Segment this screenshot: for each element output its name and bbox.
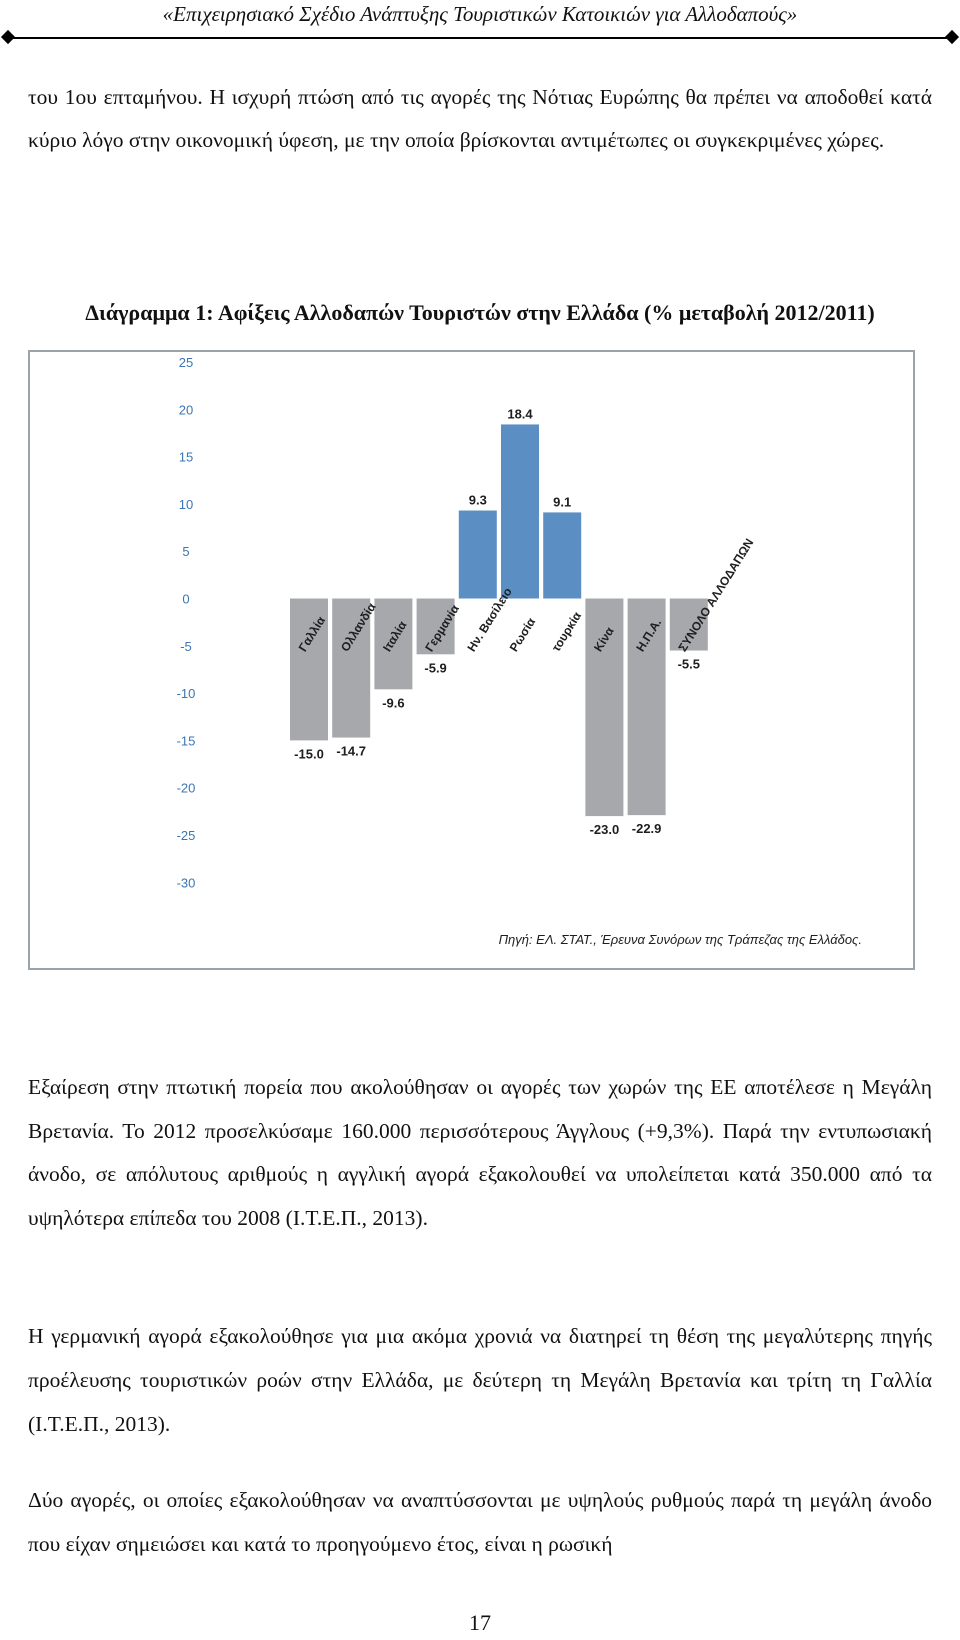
rule-right-diamond bbox=[944, 29, 960, 45]
bar-value-label: 9.1 bbox=[553, 494, 571, 509]
y-tick-label: -5 bbox=[180, 639, 192, 654]
chart-source-note: Πηγή: ΕΛ. ΣΤΑΤ., Έρευνα Συνόρων της Τράπ… bbox=[499, 932, 862, 947]
paragraph-1: του 1ου επταμήνου. Η ισχυρή πτώση από τι… bbox=[28, 85, 932, 152]
bar-value-label: -22.9 bbox=[632, 821, 662, 836]
bar bbox=[416, 598, 455, 655]
y-axis-ticks: 25 20 15 10 5 0 -5 -10 -15 -20 -25 -30 bbox=[177, 355, 196, 890]
bar-value-label: -5.5 bbox=[678, 657, 700, 672]
y-tick-label: -30 bbox=[177, 875, 196, 890]
running-header: «Επιχειρησιακό Σχέδιο Ανάπτυξης Τουριστι… bbox=[162, 2, 798, 26]
bar-value-label: -14.7 bbox=[336, 744, 366, 759]
bar bbox=[501, 424, 539, 599]
paragraph-4: Δύο αγορές, οι οποίες εξακολούθησαν να α… bbox=[28, 1488, 932, 1556]
bar-value-label: 9.3 bbox=[469, 493, 487, 508]
rule-left-diamond bbox=[0, 29, 16, 45]
y-tick-label: 5 bbox=[182, 544, 189, 559]
bar-value-label: -15.0 bbox=[294, 746, 324, 761]
bar bbox=[332, 598, 371, 738]
bar bbox=[669, 598, 708, 651]
bar-value-label: -5.9 bbox=[424, 660, 446, 675]
paragraph-2: Εξαίρεση στην πτωτική πορεία που ακολούθ… bbox=[28, 1075, 932, 1230]
header-rule bbox=[0, 29, 960, 45]
y-tick-label: -10 bbox=[177, 686, 196, 701]
bar-value-label: -9.6 bbox=[382, 695, 404, 710]
bar bbox=[374, 598, 413, 690]
bar bbox=[627, 598, 666, 816]
bars-group bbox=[290, 424, 708, 817]
figure-caption: Διάγραμμα 1: Αφίξεις Αλλοδαπών Τουριστών… bbox=[85, 300, 875, 325]
y-tick-label: 25 bbox=[179, 355, 193, 370]
y-tick-label: -20 bbox=[177, 781, 196, 796]
bar bbox=[543, 512, 582, 599]
y-tick-label: 15 bbox=[179, 450, 193, 465]
y-tick-label: -15 bbox=[177, 733, 196, 748]
bar-chart: 25 20 15 10 5 0 -5 -10 -15 -20 -25 -30 -15.0 -14.7 -9… bbox=[28, 350, 915, 970]
bar-value-label: 18.4 bbox=[507, 406, 533, 421]
bar bbox=[585, 598, 624, 817]
chart-border bbox=[28, 350, 915, 970]
y-tick-label: 0 bbox=[182, 592, 189, 607]
y-tick-label: 20 bbox=[179, 402, 193, 417]
value-labels-group: -15.0 -14.7 -9.6 -5.9 9.3 18.4 9.1 -23.0 -22.9 -5… bbox=[294, 406, 700, 837]
bar bbox=[458, 510, 497, 599]
bar bbox=[290, 598, 328, 741]
y-tick-label: -25 bbox=[177, 828, 196, 843]
bar-value-label: -23.0 bbox=[590, 822, 620, 837]
chart-container: 25 20 15 10 5 0 -5 -10 -15 -20 -25 -30 -15.0 -14.7 -9… bbox=[28, 350, 915, 970]
page-number: 17 bbox=[469, 1610, 491, 1635]
y-tick-label: 10 bbox=[179, 497, 193, 512]
paragraph-3: Η γερμανική αγορά εξακολούθησε για μια α… bbox=[28, 1324, 932, 1436]
